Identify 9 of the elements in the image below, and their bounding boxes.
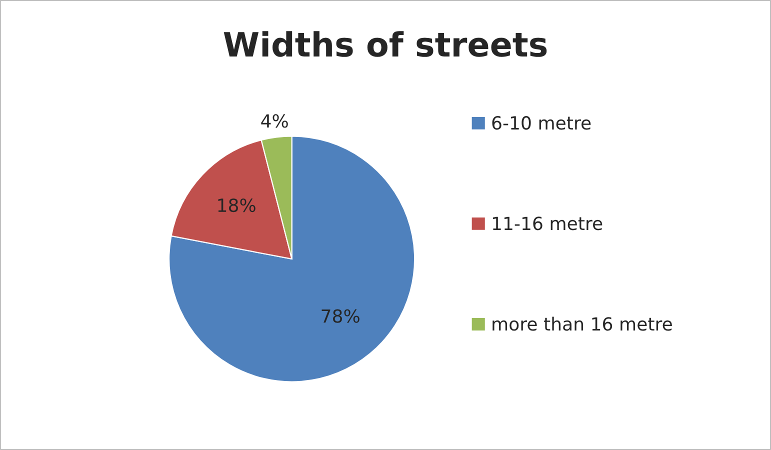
legend-label: 6-10 metre <box>492 116 591 130</box>
data-label: 4% <box>261 114 288 128</box>
legend-label: more than 16 metre <box>492 316 672 331</box>
legend-label: 11-16 metre <box>492 216 602 230</box>
pie-slice <box>168 136 416 382</box>
data-label: 18% <box>218 198 256 212</box>
data-label: 78% <box>322 309 360 323</box>
chart-title: Widths of streets <box>224 31 547 57</box>
pie-slice <box>170 139 292 260</box>
